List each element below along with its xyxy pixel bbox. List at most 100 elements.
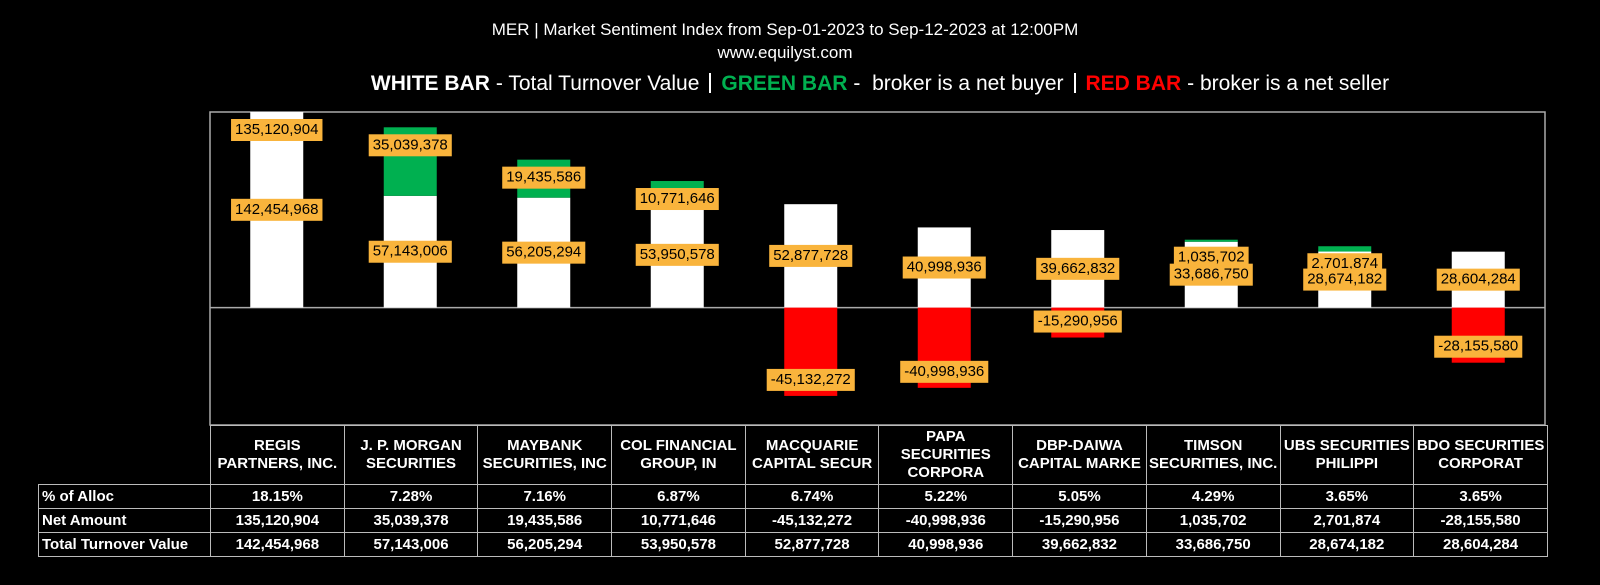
data-label: -15,290,956	[1033, 310, 1122, 333]
table-cell: 142,454,968	[210, 532, 345, 557]
data-label-text: 135,120,904	[235, 121, 318, 138]
data-label-text: 28,604,284	[1441, 271, 1516, 288]
table-cell: 6.74%	[744, 484, 880, 509]
table-cell: 3.65%	[1413, 484, 1548, 509]
table-cell: 39,662,832	[1012, 532, 1147, 557]
data-label: 57,143,006	[368, 240, 452, 263]
data-label-text: 19,435,586	[506, 169, 581, 186]
broker-name: MAYBANK SECURITIES, INC	[477, 425, 613, 485]
data-label: 33,686,750	[1169, 263, 1253, 286]
data-label-text: 2,701,874	[1311, 255, 1378, 272]
data-label-box	[635, 188, 719, 211]
table-cell: 40,998,936	[878, 532, 1014, 557]
data-label: 56,205,294	[502, 241, 586, 264]
data-label-text: 33,686,750	[1174, 266, 1249, 283]
data-label-box	[1436, 268, 1520, 291]
turnover-row: Total Turnover Value 142,454,968 57,143,00…	[38, 532, 1548, 557]
data-label-box	[502, 241, 586, 264]
table-cell: -15,290,956	[1012, 508, 1147, 533]
table-cell: 33,686,750	[1145, 532, 1281, 557]
data-table: REGIS PARTNERS, INC. J. P. MORGAN SECURIT…	[38, 425, 1548, 557]
data-label: 35,039,378	[368, 134, 452, 157]
data-label: 39,662,832	[1036, 257, 1120, 280]
table-cell: 2,701,874	[1279, 508, 1415, 533]
data-label: 1,035,702	[1173, 246, 1249, 269]
data-label: 10,771,646	[635, 188, 719, 211]
data-label-text: 1,035,702	[1178, 249, 1245, 266]
data-label-text: -15,290,956	[1038, 313, 1118, 330]
net-buy-bar	[1318, 246, 1372, 252]
data-label: -40,998,936	[900, 360, 989, 383]
broker-name: PAPA SECURITIES CORPORA	[878, 425, 1014, 485]
data-label-box	[502, 166, 586, 189]
data-label-text: 56,205,294	[506, 244, 581, 261]
data-label-box	[902, 256, 986, 279]
chart-title: MER | Market Sentiment Index from Sep-01…	[491, 20, 1079, 39]
data-label-box	[1033, 310, 1122, 333]
net-buy-bar	[1184, 239, 1238, 242]
data-label: -45,132,272	[766, 368, 855, 391]
broker-name: UBS SECURITIES PHILIPPI	[1279, 425, 1415, 485]
table-cell: 1,035,702	[1145, 508, 1281, 533]
data-label-text: 28,674,182	[1307, 271, 1382, 288]
table-cell: 4.29%	[1145, 484, 1281, 509]
legend-separator	[1073, 73, 1076, 93]
data-label-box	[1173, 246, 1249, 269]
data-label-text: -45,132,272	[771, 371, 851, 388]
legend-text: - broker is a net buyer	[853, 72, 1064, 95]
table-cell: 7.28%	[343, 484, 479, 509]
table-header-row: REGIS PARTNERS, INC. J. P. MORGAN SECURIT…	[39, 425, 1548, 485]
chart-subtitle: www.equilyst.com	[717, 43, 853, 62]
table-cell: 10,771,646	[611, 508, 746, 533]
legend-key: RED BAR	[1085, 72, 1182, 95]
table-cell: 7.16%	[477, 484, 613, 509]
legend: WHITE BAR - Total Turnover Value GREEN BAR…	[180, 72, 1580, 96]
table-cell: 18.15%	[210, 484, 345, 509]
data-label: 142,454,968	[231, 198, 323, 221]
broker-name: REGIS PARTNERS, INC.	[210, 425, 345, 485]
broker-name: MACQUARIE CAPITAL SECUR	[744, 425, 880, 485]
data-label-box	[368, 240, 452, 263]
data-label: 19,435,586	[502, 166, 586, 189]
table-cell: 56,205,294	[477, 532, 613, 557]
data-label-text: 39,662,832	[1040, 260, 1115, 277]
table-cell: 5.22%	[878, 484, 1014, 509]
data-label: -28,155,580	[1434, 335, 1523, 358]
data-label-box	[1169, 263, 1253, 286]
table-cell: 57,143,006	[343, 532, 479, 557]
data-label-box	[766, 368, 855, 391]
data-label-text: -28,155,580	[1438, 338, 1518, 355]
table-cell: -40,998,936	[878, 508, 1014, 533]
net-amount-row: Net Amount 135,120,904 35,039,378 19,435,58…	[38, 508, 1548, 533]
data-label-text: 53,950,578	[640, 246, 715, 263]
legend-key: WHITE BAR	[370, 72, 490, 95]
data-label-box	[1303, 268, 1387, 291]
data-label: 135,120,904	[231, 119, 323, 141]
data-label-text: 10,771,646	[640, 190, 715, 207]
data-label-text: 40,998,936	[907, 258, 982, 275]
legend-text: - Total Turnover Value	[495, 72, 700, 95]
data-label-box	[231, 119, 323, 141]
data-label: 28,674,182	[1303, 268, 1387, 291]
table-cell: -28,155,580	[1413, 508, 1548, 533]
data-label-box	[769, 244, 853, 267]
table-cell: 5.05%	[1012, 484, 1147, 509]
table-cell: 28,604,284	[1413, 532, 1548, 557]
table-cell: 135,120,904	[210, 508, 345, 533]
table-cell: 53,950,578	[611, 532, 746, 557]
row-header: % of Alloc	[38, 484, 211, 509]
table-cell: 52,877,728	[744, 532, 880, 557]
data-label-box	[1434, 335, 1523, 358]
data-label-text: 35,039,378	[373, 136, 448, 153]
data-label: 28,604,284	[1436, 268, 1520, 291]
broker-name: DBP-DAIWA CAPITAL MARKE	[1012, 425, 1147, 485]
legend-text: - broker is a net seller	[1187, 72, 1390, 95]
alloc-row: % of Alloc 18.15% 7.28% 7.16% 6.87% 6.74% 5.22…	[38, 484, 1548, 509]
data-label-box	[900, 360, 989, 383]
data-label-text: -40,998,936	[904, 363, 984, 380]
data-label-box	[635, 243, 719, 266]
table-cell: 6.87%	[611, 484, 746, 509]
broker-name: J. P. MORGAN SECURITIES	[343, 425, 479, 485]
